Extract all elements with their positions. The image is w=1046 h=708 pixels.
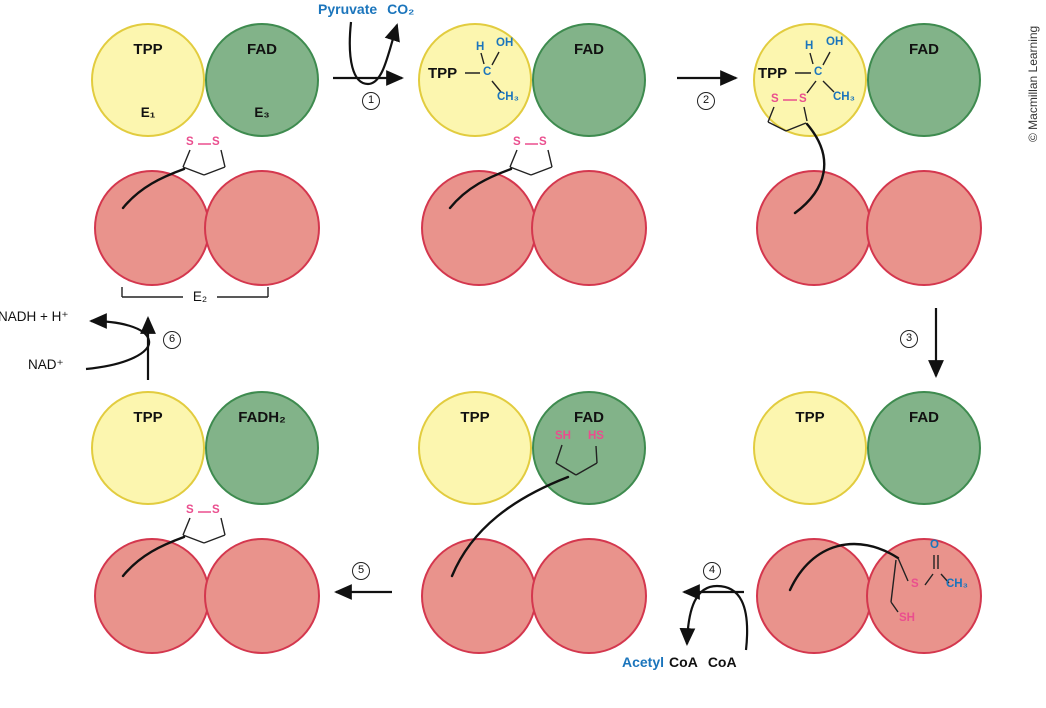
panel5-tpp-label: TPP — [460, 409, 490, 426]
nad-nadh-curve-arrow — [85, 313, 151, 371]
acetyl-coa-coa-label: Acetyl CoA CoA — [622, 654, 737, 670]
sulfur-atom: S — [771, 93, 779, 105]
sulfur-atom: S — [212, 136, 220, 148]
hydrogen-atom: H — [805, 40, 814, 52]
coa-product-label: CoA — [669, 654, 698, 670]
sulfur-atom: S — [513, 136, 521, 148]
panel6-e2-circle-right — [204, 538, 320, 654]
panel2-tpp-inline-label: TPP — [428, 65, 458, 82]
copyright-credit: © Macmillan Learning — [1026, 25, 1040, 142]
sulfur-atom: S — [911, 578, 919, 590]
panel3-fad-label: FAD — [909, 41, 939, 58]
pyruvate-co2-curve-arrow — [348, 21, 400, 86]
panel4-e1-tpp-circle — [753, 391, 867, 505]
panel1-fad-label: FAD — [247, 41, 277, 58]
methyl-group: CH₃ — [497, 91, 519, 103]
methyl-group: CH₃ — [833, 91, 855, 103]
panel3-e2-circle-left — [756, 170, 872, 286]
panel3-e2-circle-right — [866, 170, 982, 286]
panel1-e2-circle-left — [94, 170, 210, 286]
step-5-badge: 5 — [352, 562, 370, 580]
sulfur-atom: S — [186, 136, 194, 148]
step-1-badge: 1 — [362, 92, 380, 110]
hydroxyl-group: OH — [496, 37, 514, 49]
panel2-fad-label: FAD — [574, 41, 604, 58]
panel2-e3-fad-circle — [532, 23, 646, 137]
thiol-group-reversed: HS — [588, 430, 604, 442]
panel6-tpp-label: TPP — [133, 409, 163, 426]
hydrogen-atom: H — [476, 41, 485, 53]
step-3-badge: 3 — [900, 330, 918, 348]
panel4-tpp-label: TPP — [795, 409, 825, 426]
panel1-e1-label: E₁ — [140, 105, 156, 120]
panel4-e2-circle-right — [866, 538, 982, 654]
panel5-e2-circle-left — [421, 538, 537, 654]
oxygen-atom: O — [930, 539, 939, 551]
dithiolane-ring-panel2 — [509, 149, 553, 176]
panel1-e1-tpp-circle — [91, 23, 205, 137]
step-2-badge: 2 — [697, 92, 715, 110]
dithiolane-ring-panel1 — [182, 149, 226, 176]
e2-bracket-label: E₂ — [192, 289, 208, 304]
step-6-badge: 6 — [163, 331, 181, 349]
panel2-e2-circle-right — [531, 170, 647, 286]
pyruvate-co2-label: Pyruvate CO₂ — [318, 1, 414, 17]
panel5-e2-circle-right — [531, 538, 647, 654]
pyruvate-label: Pyruvate — [318, 1, 378, 17]
panel4-fad-label: FAD — [909, 409, 939, 426]
panel3-tpp-inline-label: TPP — [758, 65, 788, 82]
thiol-group: SH — [555, 430, 571, 442]
panel4-e3-fad-circle — [867, 391, 981, 505]
nadh-label: NADH + H⁺ — [0, 309, 69, 324]
panel2-e2-circle-left — [421, 170, 537, 286]
nad-label: NAD⁺ — [28, 357, 64, 372]
step-4-badge: 4 — [703, 562, 721, 580]
carbon-atom: C — [483, 66, 492, 78]
methyl-group: CH₃ — [946, 578, 968, 590]
hydroxyl-group: OH — [826, 36, 844, 48]
panel4-e2-circle-left — [756, 538, 872, 654]
sulfur-atom: S — [539, 136, 547, 148]
acetyl-label: Acetyl — [622, 654, 665, 670]
panel6-e3-fadh2-circle — [205, 391, 319, 505]
sulfur-atom: S — [186, 504, 194, 516]
panel1-e2-circle-right — [204, 170, 320, 286]
panel6-e1-tpp-circle — [91, 391, 205, 505]
panel6-fadh2-label: FADH₂ — [238, 409, 286, 426]
coa-acetylcoa-curve-arrow — [679, 584, 749, 651]
thiol-group: SH — [899, 612, 915, 624]
sulfur-atom: S — [799, 93, 807, 105]
panel5-fad-label: FAD — [574, 409, 604, 426]
panel6-e2-circle-left — [94, 538, 210, 654]
panel1-e3-fad-circle — [205, 23, 319, 137]
co2-label: CO₂ — [387, 1, 415, 17]
panel3-e3-fad-circle — [867, 23, 981, 137]
coa-substrate-label: CoA — [707, 654, 737, 670]
sulfur-atom: S — [212, 504, 220, 516]
dithiolane-ring-panel6 — [182, 517, 226, 544]
panel1-tpp-label: TPP — [133, 41, 163, 58]
carbon-atom: C — [814, 66, 823, 78]
panel1-e3-label: E₃ — [254, 105, 270, 120]
